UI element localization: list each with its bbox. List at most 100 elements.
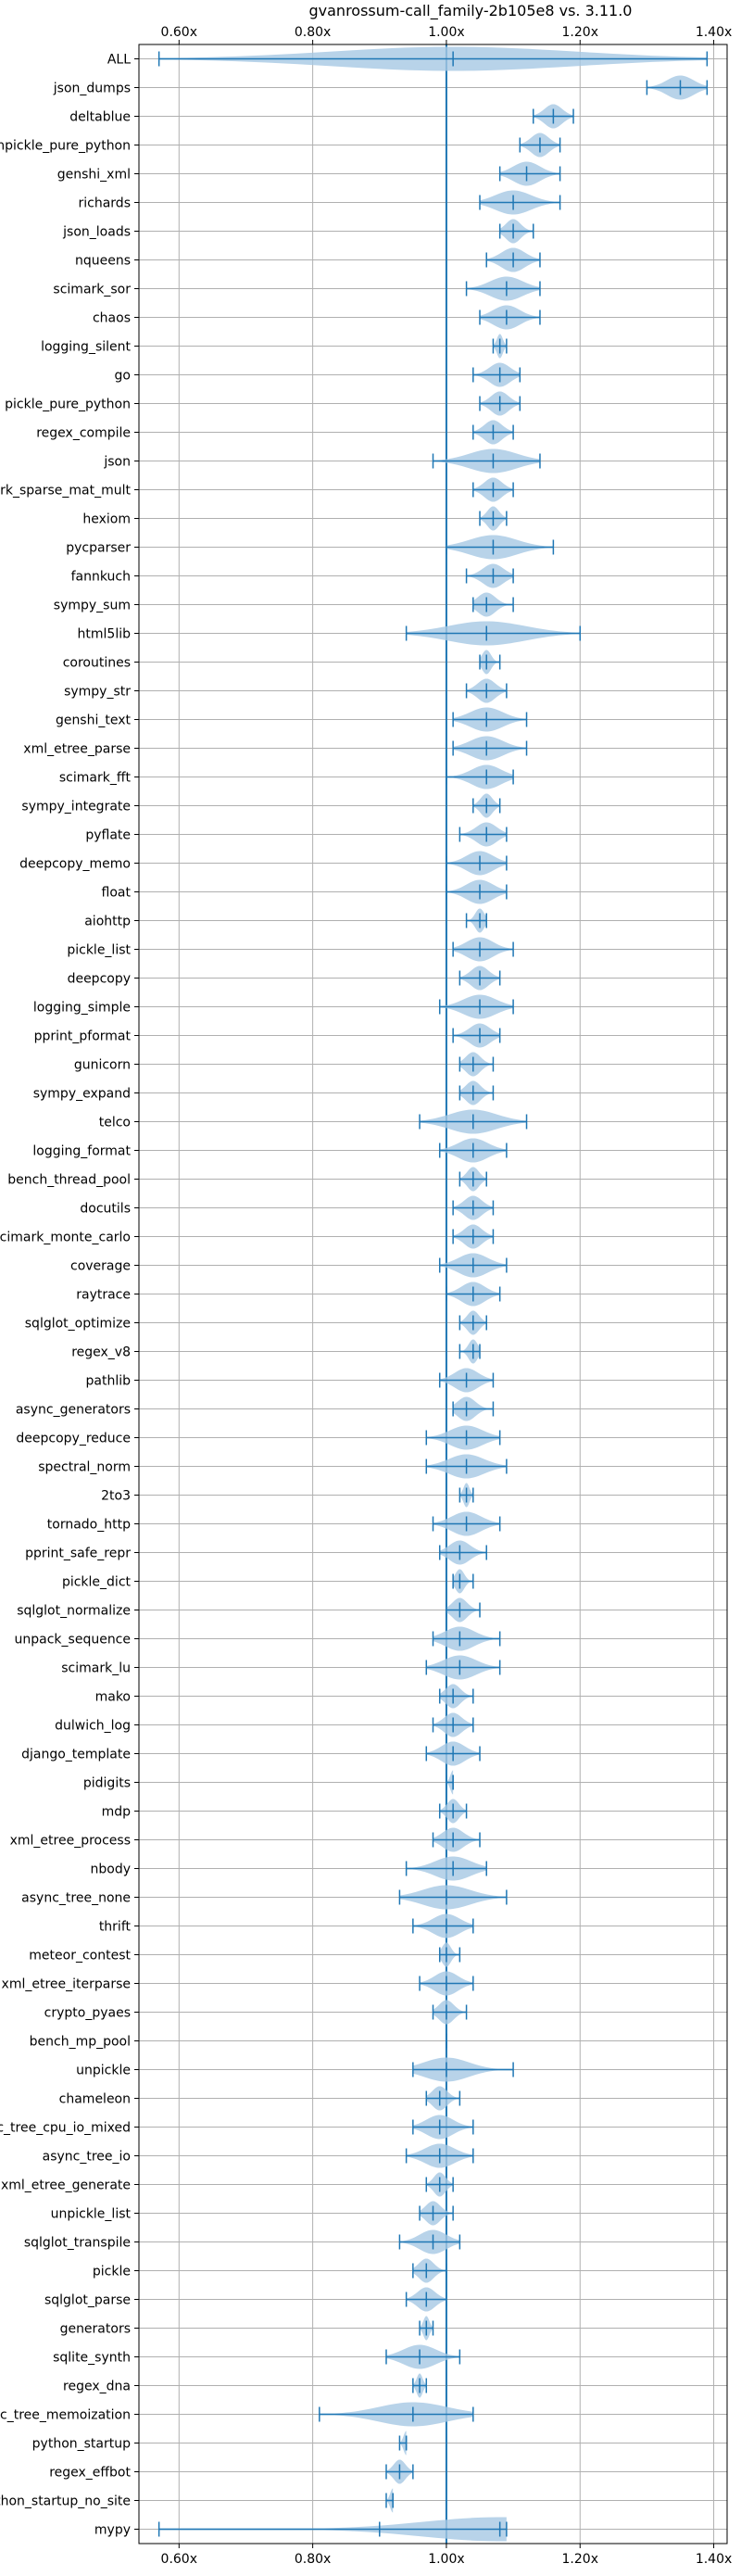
- violin-fannkuch: [465, 563, 514, 588]
- row-label-generators: generators: [60, 2322, 131, 2337]
- row-label-pathlib: pathlib: [86, 1374, 132, 1389]
- violin-scimark-lu: [425, 1655, 501, 1680]
- row-label-genshi-text: genshi_text: [56, 713, 132, 728]
- violin-generators: [419, 2316, 434, 2341]
- x-tick-label-bottom: 1.00x: [428, 2552, 464, 2567]
- row-label-go: go: [115, 369, 131, 384]
- violin-django-template: [425, 1741, 481, 1766]
- violin-logging-simple: [438, 994, 514, 1019]
- x-tick-label-bottom: 1.20x: [562, 2552, 598, 2567]
- violin-richards: [479, 190, 561, 215]
- violins: [157, 46, 709, 2542]
- violin-crypto-pyaes: [432, 2000, 468, 2025]
- violin-logging-format: [438, 1138, 508, 1163]
- violin-scimark-monte-carlo: [452, 1224, 495, 1249]
- row-label-pycparser: pycparser: [66, 541, 131, 556]
- row-label-pprint-safe-repr: pprint_safe_repr: [25, 1547, 131, 1561]
- x-tick-label-bottom: 1.40x: [696, 2552, 732, 2567]
- violin-xml-etree-generate: [425, 2172, 454, 2197]
- violin-sympy-sum: [472, 592, 514, 617]
- row-label-async-tree-memoization: async_tree_memoization: [0, 2408, 131, 2423]
- row-label-sqlite-synth: sqlite_synth: [53, 2351, 131, 2366]
- violin-coverage: [438, 1253, 508, 1278]
- row-label-bench-mp-pool: bench_mp_pool: [30, 2035, 131, 2050]
- violin-unpickle-list: [419, 2201, 454, 2226]
- violin-sqlglot-optimize: [458, 1310, 487, 1335]
- row-label-mypy: mypy: [94, 2523, 131, 2538]
- violin-json: [432, 448, 541, 474]
- violin-unpickle: [412, 2057, 514, 2082]
- row-label-regex-dna: regex_dna: [63, 2380, 131, 2394]
- violin-sympy-str: [465, 678, 508, 703]
- violin-genshi-xml: [498, 161, 561, 186]
- row-label-pickle-pure-python: pickle_pure_python: [5, 398, 131, 412]
- row-label-html5lib: html5lib: [78, 627, 132, 642]
- violin-gunicorn: [458, 1052, 495, 1077]
- violin-sympy-integrate: [472, 793, 501, 818]
- violin-scimark-fft: [446, 764, 514, 789]
- violin-float: [446, 879, 508, 904]
- violin-python-startup-no-site: [385, 2488, 394, 2513]
- violin-sympy-expand: [458, 1080, 495, 1105]
- row-label-telco: telco: [99, 1116, 131, 1130]
- row-label-pickle-list: pickle_list: [67, 943, 131, 958]
- violin-async-tree-io: [405, 2143, 474, 2168]
- row-label-sqlglot-transpile: sqlglot_transpile: [24, 2236, 131, 2251]
- row-label-django-template: django_template: [21, 1748, 131, 1762]
- row-label-mako: mako: [95, 1690, 131, 1705]
- row-label-xml-etree-generate: xml_etree_generate: [1, 2178, 131, 2193]
- row-label-regex-effbot: regex_effbot: [49, 2466, 131, 2481]
- violin-pickle-dict: [452, 1569, 474, 1594]
- violin-hexiom: [479, 506, 508, 531]
- row-label-pickle-dict: pickle_dict: [62, 1575, 132, 1590]
- row-label-xml-etree-process: xml_etree_process: [10, 1834, 131, 1849]
- violin-pprint-pformat: [452, 1023, 501, 1048]
- violin-go: [472, 362, 521, 387]
- row-label-logging-simple: logging_simple: [33, 1001, 131, 1016]
- row-label-fannkuch: fannkuch: [71, 570, 131, 585]
- row-label-python-startup-no-site: python_startup_no_site: [0, 2494, 131, 2509]
- violin-regex-v8: [458, 1339, 481, 1364]
- grid: [139, 44, 727, 2544]
- row-label-scimark-sparse-mat-mult: scimark_sparse_mat_mult: [0, 484, 132, 499]
- violin-deepcopy-reduce: [425, 1425, 501, 1450]
- violin-python-startup: [398, 2431, 408, 2456]
- row-label-thrift: thrift: [99, 1920, 132, 1935]
- violin-logging-silent: [492, 334, 508, 359]
- row-label-deepcopy-memo: deepcopy_memo: [19, 857, 131, 872]
- row-label-unpickle: unpickle: [76, 2064, 131, 2078]
- x-tick-label-bottom: 0.80x: [295, 2552, 331, 2567]
- violin-nqueens: [485, 247, 541, 272]
- x-tick-label-top: 1.40x: [696, 25, 732, 40]
- row-label-regex-compile: regex_compile: [36, 426, 131, 441]
- row-label-pickle: pickle: [93, 2265, 131, 2279]
- violin-mypy: [157, 2517, 508, 2542]
- row-label-logging-silent: logging_silent: [41, 340, 131, 355]
- violin-sqlglot-parse: [405, 2287, 447, 2312]
- violin-2to3: [458, 1483, 474, 1508]
- row-label-pprint-pformat: pprint_pformat: [34, 1029, 132, 1044]
- violin-spectral-norm: [425, 1454, 508, 1479]
- row-label-richards: richards: [79, 196, 132, 211]
- row-label-unpack-sequence: unpack_sequence: [15, 1633, 131, 1648]
- violin-bench-thread-pool: [458, 1167, 487, 1192]
- chart-title: gvanrossum-call_family-2b105e8 vs. 3.11.…: [309, 2, 633, 20]
- row-label-chameleon: chameleon: [59, 2092, 131, 2107]
- row-label-deepcopy: deepcopy: [68, 972, 131, 987]
- x-tick-label-top: 1.20x: [562, 25, 598, 40]
- x-tick-label-top: 1.00x: [428, 25, 464, 40]
- row-label-dulwich-log: dulwich_log: [55, 1719, 131, 1734]
- row-label-crypto-pyaes: crypto_pyaes: [44, 2006, 131, 2021]
- row-label-xml-etree-iterparse: xml_etree_iterparse: [2, 1977, 131, 1992]
- row-label-sympy-integrate: sympy_integrate: [21, 800, 131, 814]
- row-label-scimark-lu: scimark_lu: [61, 1661, 131, 1676]
- row-label-json-dumps: json_dumps: [53, 82, 131, 96]
- x-tick-label-bottom: 0.60x: [161, 2552, 197, 2567]
- violin-deepcopy-memo: [446, 851, 508, 876]
- row-label-chaos: chaos: [93, 311, 131, 326]
- row-label-float: float: [102, 886, 132, 901]
- violin-deltablue: [532, 104, 574, 129]
- x-tick-label-top: 0.60x: [161, 25, 197, 40]
- violin-pidigits: [446, 1770, 454, 1795]
